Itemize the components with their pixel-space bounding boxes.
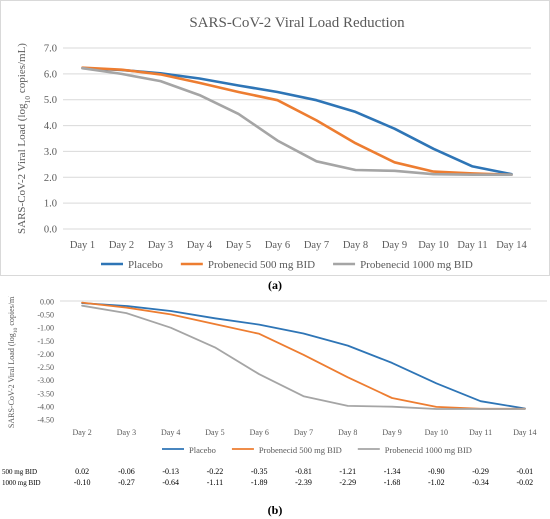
x-tick-label: Day 9 bbox=[382, 240, 407, 251]
panel-b-caption: (b) bbox=[267, 503, 283, 517]
table-row-label: 500 mg BID bbox=[2, 468, 37, 476]
y-tick-label: 1.0 bbox=[44, 199, 57, 210]
series-line bbox=[81, 66, 513, 176]
table-cell: -1.34 bbox=[384, 467, 401, 476]
x-tick-label: Day 8 bbox=[343, 240, 368, 251]
x-tick-label: Day 7 bbox=[304, 240, 329, 251]
x-tick-label: Day 1 bbox=[70, 240, 95, 251]
chart-b-svg: 0.00 -0.50 -1.00 -1.50 -2.00 -2.50 -3.00 -3.50 -… bbox=[2, 292, 547, 487]
x-tick-label: Day 10 bbox=[425, 428, 448, 437]
legend-label: Probenecid 500 mg BID bbox=[259, 445, 342, 455]
table-cell: -0.27 bbox=[118, 478, 135, 487]
table-cell: -1.68 bbox=[384, 478, 401, 487]
table-cell: -0.35 bbox=[251, 467, 268, 476]
x-tick-label: Day 3 bbox=[117, 428, 136, 437]
chart-panel-a: SARS-CoV-2 Viral Load Reduction 0.0 1.0 2.0… bbox=[0, 0, 550, 276]
x-tick-label: Day 10 bbox=[418, 240, 449, 251]
table-cell: -0.81 bbox=[295, 467, 312, 476]
y-tick-label: -4.50 bbox=[37, 416, 54, 425]
table-cell: -0.34 bbox=[472, 478, 489, 487]
y-tick-label: -1.00 bbox=[37, 324, 54, 333]
y-tick-label: 7.0 bbox=[44, 44, 57, 55]
x-tick-label: Day 6 bbox=[250, 428, 269, 437]
y-tick-label: -3.00 bbox=[37, 376, 54, 385]
series-line bbox=[81, 66, 513, 176]
panel-a-caption: (a) bbox=[268, 278, 282, 292]
legend-label: Placebo bbox=[189, 445, 216, 455]
x-tick-label: Day 14 bbox=[513, 428, 536, 437]
x-tick-label: Day 6 bbox=[265, 240, 290, 251]
y-tick-label: -4.00 bbox=[37, 402, 54, 411]
y-axis-label: SARS-CoV-2 Viral Load (log10 copies/mL bbox=[7, 296, 19, 428]
x-tick-label: Day 4 bbox=[161, 428, 180, 437]
x-tick-label: Day 2 bbox=[72, 428, 91, 437]
series-line bbox=[81, 304, 526, 410]
series-line bbox=[81, 301, 526, 410]
table-cell: -1.11 bbox=[207, 478, 223, 487]
chart-title: SARS-CoV-2 Viral Load Reduction bbox=[189, 15, 405, 31]
y-tick-label: 0.00 bbox=[40, 298, 54, 307]
chart-a-svg: SARS-CoV-2 Viral Load Reduction 0.0 1.0 2.0… bbox=[16, 15, 531, 271]
x-tick-label: Day 7 bbox=[294, 428, 313, 437]
table-cell: -0.10 bbox=[74, 478, 91, 487]
y-tick-label: -2.50 bbox=[37, 363, 54, 372]
y-tick-label: -0.50 bbox=[37, 311, 54, 320]
series-line bbox=[81, 66, 513, 176]
x-tick-label: Day 3 bbox=[148, 240, 173, 251]
y-tick-label: -2.00 bbox=[37, 350, 54, 359]
x-tick-label: Day 11 bbox=[457, 240, 487, 251]
y-axis-label: SARS-CoV-2 Viral Load (log10 copies/mL) bbox=[16, 43, 32, 234]
y-tick-label: 0.0 bbox=[44, 225, 57, 236]
x-tick-label: Day 9 bbox=[382, 428, 401, 437]
legend-label: Probenecid 500 mg BID bbox=[208, 259, 315, 271]
table-cell: -0.90 bbox=[428, 467, 445, 476]
table-cell: -2.39 bbox=[295, 478, 312, 487]
table-cell: -0.29 bbox=[472, 467, 489, 476]
table-cell: -1.89 bbox=[251, 478, 268, 487]
table-cell: -0.02 bbox=[517, 478, 534, 487]
y-tick-label: 6.0 bbox=[44, 69, 57, 80]
table-cell: -0.01 bbox=[517, 467, 534, 476]
x-tick-label: Day 4 bbox=[187, 240, 213, 251]
table-cell: -0.64 bbox=[162, 478, 179, 487]
y-tick-label: 2.0 bbox=[44, 173, 57, 184]
x-tick-label: Day 5 bbox=[205, 428, 224, 437]
table-cell: -2.29 bbox=[339, 478, 356, 487]
legend-label: Placebo bbox=[128, 259, 163, 271]
series-line bbox=[81, 302, 526, 410]
y-tick-label: -3.50 bbox=[37, 389, 54, 398]
chart-panel-b: 0.00 -0.50 -1.00 -1.50 -2.00 -2.50 -3.00 -3.50 -… bbox=[0, 292, 550, 506]
table-cell: -0.06 bbox=[118, 467, 135, 476]
table-row-label: 1000 mg BID bbox=[2, 479, 41, 487]
table-cell: 0.02 bbox=[75, 467, 89, 476]
x-tick-label: Day 2 bbox=[109, 240, 134, 251]
table-cell: -1.02 bbox=[428, 478, 445, 487]
y-tick-label: 4.0 bbox=[44, 121, 57, 132]
y-tick-label: 3.0 bbox=[44, 147, 57, 158]
table-cell: -1.21 bbox=[339, 467, 356, 476]
table-cell: -0.13 bbox=[162, 467, 179, 476]
y-tick-label: 5.0 bbox=[44, 95, 57, 106]
x-tick-label: Day 5 bbox=[226, 240, 251, 251]
x-tick-label: Day 14 bbox=[496, 240, 527, 251]
table-cell: -0.22 bbox=[207, 467, 224, 476]
legend-label: Probenecid 1000 mg BID bbox=[385, 445, 472, 455]
legend-label: Probenecid 1000 mg BID bbox=[360, 259, 473, 271]
x-tick-label: Day 8 bbox=[338, 428, 357, 437]
y-tick-label: -1.50 bbox=[37, 337, 54, 346]
x-tick-label: Day 11 bbox=[469, 428, 492, 437]
